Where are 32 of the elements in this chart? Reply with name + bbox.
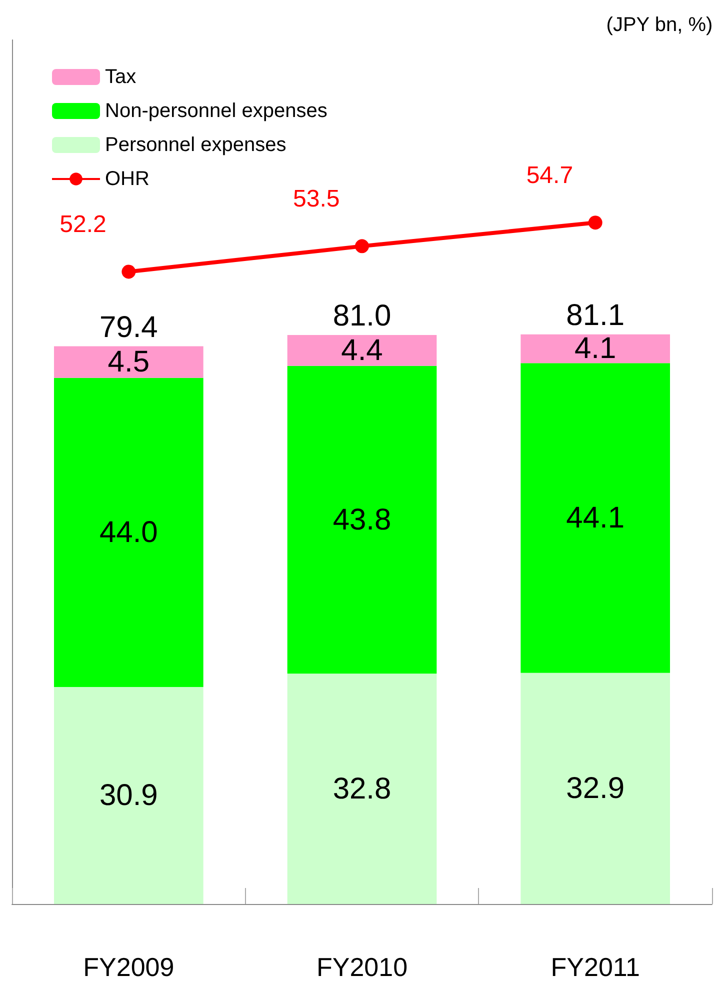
bar <box>287 674 437 904</box>
bar <box>54 378 204 687</box>
bar <box>287 335 437 366</box>
data-label: 4.5 <box>108 346 150 379</box>
legend-label: OHR <box>105 168 150 190</box>
legend-label: Non-personnel expenses <box>105 100 328 122</box>
data-label: 44.1 <box>566 502 625 535</box>
legend-label: Personnel expenses <box>105 134 286 156</box>
bar <box>520 363 670 673</box>
total-label: 81.0 <box>332 300 392 333</box>
data-label: 4.4 <box>341 334 383 367</box>
data-label: 32.8 <box>332 772 392 806</box>
x-tick-label: FY2010 <box>316 952 408 982</box>
bar <box>520 672 670 904</box>
bar <box>54 346 204 378</box>
total-label: 79.4 <box>99 310 158 344</box>
bar <box>287 366 437 674</box>
legend-label: Tax <box>105 66 136 88</box>
data-label: 53.5 <box>293 186 340 213</box>
data-label: 43.8 <box>332 503 392 536</box>
text: (JPY bn, %) <box>606 14 713 36</box>
bar <box>54 686 204 904</box>
bar <box>520 334 670 364</box>
data-label: 44.0 <box>99 516 158 549</box>
x-tick-label: FY2009 <box>83 952 174 982</box>
total-label: 81.1 <box>566 298 625 332</box>
data-label: 52.2 <box>60 211 106 238</box>
x-tick-label: FY2011 <box>550 952 640 982</box>
data-label: 32.9 <box>566 772 625 805</box>
data-label: 30.9 <box>99 778 158 812</box>
data-label: 54.7 <box>526 162 574 190</box>
data-label: 4.1 <box>574 332 616 366</box>
